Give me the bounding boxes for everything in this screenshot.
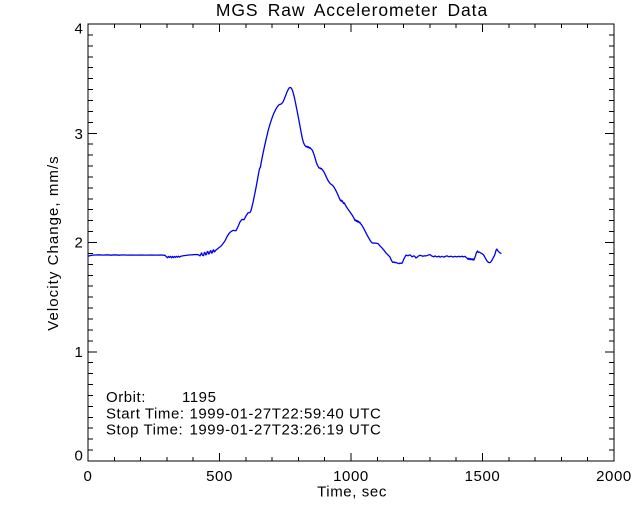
svg-text:2000: 2000 (596, 468, 632, 485)
svg-text:4: 4 (75, 21, 84, 38)
svg-text:1000: 1000 (333, 468, 369, 485)
svg-text:1999-01-27T23:26:19 UTC: 1999-01-27T23:26:19 UTC (190, 422, 382, 439)
svg-text:0: 0 (84, 468, 93, 485)
svg-text:0: 0 (75, 448, 84, 465)
svg-text:MGS Raw Accelerometer Data: MGS Raw Accelerometer Data (216, 0, 488, 20)
svg-text:Start Time:: Start Time: (106, 405, 185, 422)
svg-text:Velocity Change, mm/s: Velocity Change, mm/s (45, 155, 62, 330)
svg-text:Stop Time:: Stop Time: (106, 422, 183, 439)
svg-text:1500: 1500 (465, 468, 501, 485)
svg-text:Time, sec: Time, sec (317, 484, 387, 501)
svg-text:3: 3 (75, 126, 84, 143)
svg-text:1195: 1195 (182, 389, 216, 406)
svg-text:Orbit:: Orbit: (106, 389, 146, 406)
svg-text:500: 500 (206, 468, 233, 485)
svg-text:1999-01-27T22:59:40 UTC: 1999-01-27T22:59:40 UTC (190, 405, 382, 422)
svg-text:2: 2 (75, 235, 84, 252)
svg-text:1: 1 (75, 344, 84, 361)
